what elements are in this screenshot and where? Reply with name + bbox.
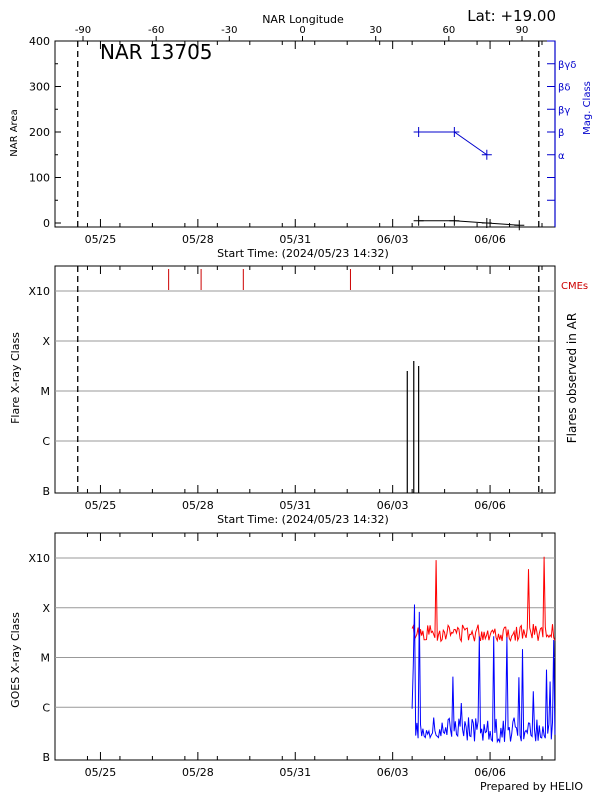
panel2-y-tick-label: M (41, 385, 51, 398)
longitude-tick-label: 90 (516, 25, 529, 36)
panel1-series-line (418, 131, 488, 156)
panel1-x-tick-label: 06/03 (377, 233, 409, 246)
cme-label: CMEs (561, 281, 588, 292)
panel1-y-tick-label: 100 (29, 172, 50, 185)
panel1-ylabel: NAR Area (9, 109, 20, 156)
panel1-y-tick-label: 400 (29, 35, 50, 48)
goes-long-curve (411, 556, 556, 643)
panel3-ylabel: GOES X-ray Class (9, 612, 22, 708)
panel1-frame (54, 40, 556, 228)
panel1-y-tick-label: 0 (43, 217, 50, 230)
panel1-title: NAR 13705 (100, 40, 213, 64)
panel1-series-point (413, 215, 424, 226)
panel1-x-tick-label: 06/06 (474, 233, 506, 246)
panel1-right-label: Mag. Class (582, 81, 593, 135)
panel1-series-point (449, 127, 460, 137)
mag-class-label: β (558, 128, 564, 139)
mag-class-label: α (558, 151, 565, 162)
panel2-right-label: Flares observed in AR (565, 313, 579, 443)
panel2-y-tick-label: C (42, 435, 50, 448)
mag-class-label: βδ (558, 83, 571, 94)
panel1-series-point (481, 149, 492, 160)
panel2-x-tick-label: 06/03 (377, 499, 409, 512)
panel1-series-point (514, 220, 525, 231)
panel2-xlabel: Start Time: (2024/05/23 14:32) (217, 513, 389, 526)
panel3-x-tick-label: 05/31 (279, 766, 311, 779)
panel2-frame (54, 265, 556, 494)
mag-class-label: βγ (558, 105, 570, 116)
panel2-y-tick-label: X10 (28, 285, 50, 298)
panel1-xlabel: Start Time: (2024/05/23 14:32) (217, 247, 389, 260)
panel2-y-tick-label: B (42, 485, 50, 498)
top-axis-label: NAR Longitude (262, 13, 344, 26)
panel1-series-point (413, 127, 424, 137)
panel2-ylabel: Flare X-ray Class (9, 332, 22, 424)
panel1-y-tick-label: 300 (29, 81, 50, 94)
panel2-x-tick-label: 05/31 (279, 499, 311, 512)
panel1-x-tick-label: 05/31 (279, 233, 311, 246)
panel1-series-point (481, 218, 492, 228)
panel3-y-tick-label: B (42, 751, 50, 764)
panel3-frame (54, 532, 556, 761)
panel3-y-tick-label: M (41, 652, 51, 665)
panel1-x-tick-label: 05/28 (182, 233, 214, 246)
panel3-y-tick-label: X (42, 602, 50, 615)
panel3-x-tick-label: 05/25 (85, 766, 117, 779)
latitude-label: Lat: +19.00 (467, 7, 556, 25)
panel1-y-tick-label: 200 (29, 126, 50, 139)
longitude-tick-label: 0 (299, 25, 305, 36)
longitude-tick-label: 30 (369, 25, 382, 36)
panel1-series-line (418, 220, 520, 226)
panel1-series-point (449, 215, 460, 226)
panel3-x-tick-label: 06/03 (377, 766, 409, 779)
longitude-tick-label: -90 (75, 25, 91, 36)
panel2-x-tick-label: 05/28 (182, 499, 214, 512)
chart-marks: -90 -60 -30 0 30 60 90 0 100 200 300 400 α β βγ βδ βγδ 05… (28, 25, 576, 779)
mag-class-label: βγδ (558, 60, 576, 71)
panel3-y-tick-label: X10 (28, 552, 50, 565)
panel3-x-tick-label: 05/28 (182, 766, 214, 779)
panel2-x-tick-label: 06/06 (474, 499, 506, 512)
panel3-y-tick-label: C (42, 701, 50, 714)
longitude-tick-label: -60 (148, 25, 164, 36)
longitude-tick-label: 60 (442, 25, 455, 36)
panel2-y-tick-label: X (42, 335, 50, 348)
footer-label: Prepared by HELIO (480, 780, 583, 793)
panel1-x-tick-label: 05/25 (85, 233, 117, 246)
longitude-tick-label: -30 (221, 25, 237, 36)
panel3-x-tick-label: 06/06 (474, 766, 506, 779)
panel2-x-tick-label: 05/25 (85, 499, 117, 512)
goes-short-curve (411, 604, 556, 744)
